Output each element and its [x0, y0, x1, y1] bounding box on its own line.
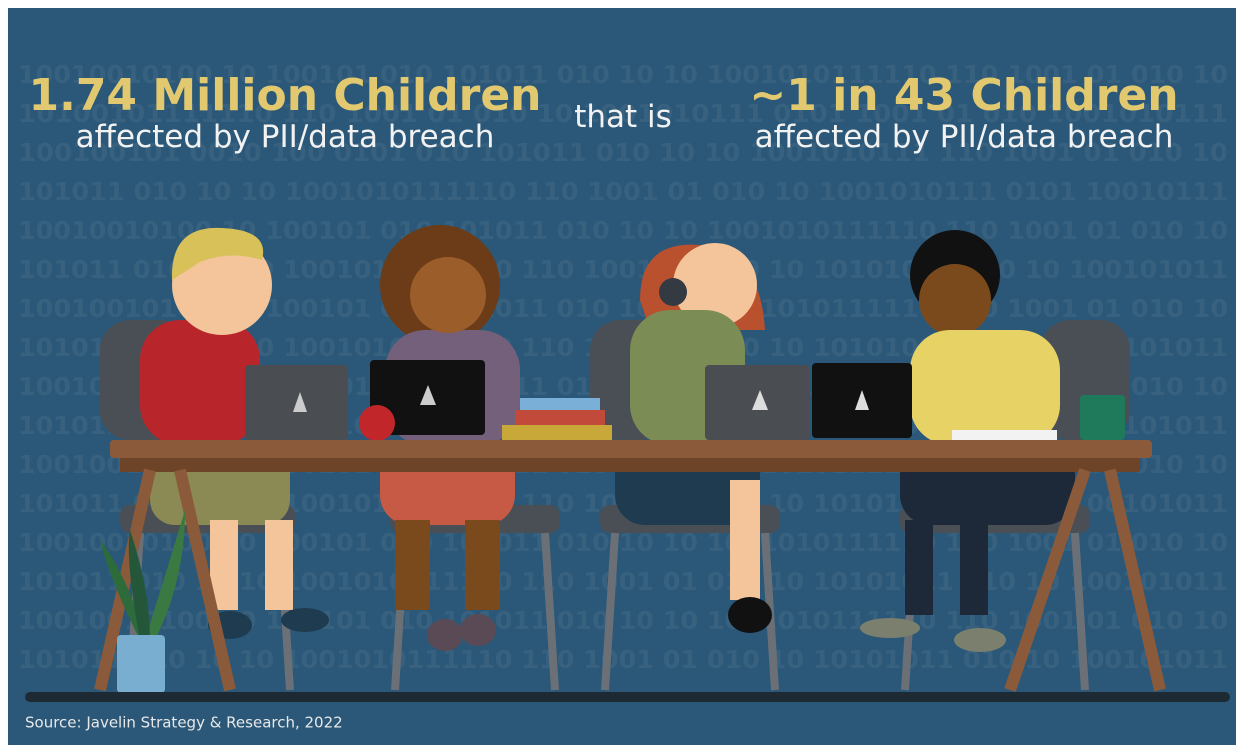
left-subtitle: affected by PII/data breach	[76, 119, 495, 155]
connector: that is	[574, 99, 672, 135]
binary-row: 101011 010 10 10 1001010111110 110 1001 …	[18, 177, 1228, 206]
table-top	[110, 440, 1152, 458]
page: 10010010100 10 100101 010 101011 010 10 …	[0, 0, 1241, 752]
right-title: ~1 in 43 Children	[749, 70, 1178, 121]
floor	[25, 692, 1230, 702]
source: Source: Javelin Strategy & Research, 202…	[25, 714, 343, 732]
binary-row: 101011 010 10 10 1001010111110 110 1001 …	[18, 645, 1228, 674]
right-subtitle: affected by PII/data breach	[755, 119, 1174, 155]
binary-row: 10010010100 10 100101 010 101011 010 10 …	[18, 606, 1228, 635]
table-apron	[120, 458, 1140, 472]
infographic: 10010010100 10 100101 010 101011 010 10 …	[0, 0, 1241, 752]
left-title: 1.74 Million Children	[28, 70, 541, 121]
